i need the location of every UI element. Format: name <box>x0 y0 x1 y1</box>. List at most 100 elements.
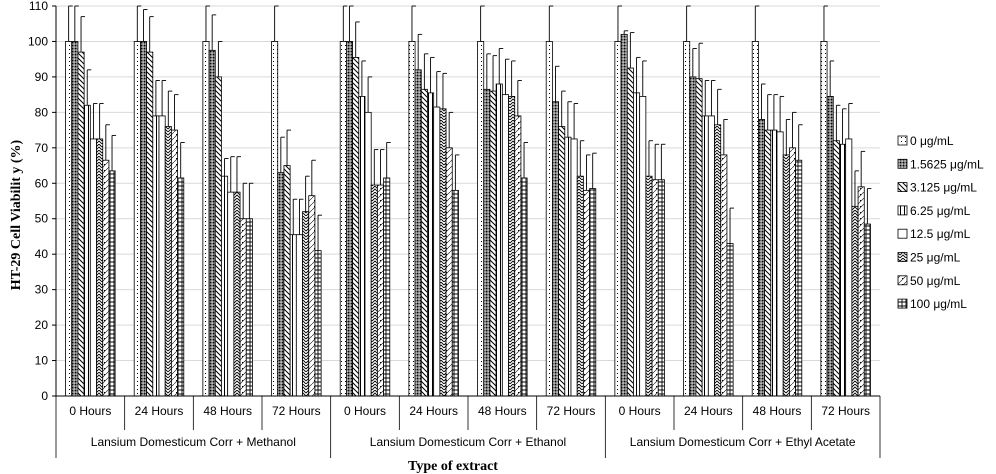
bar <box>483 88 491 397</box>
bar <box>520 177 528 397</box>
bar <box>839 143 847 397</box>
bar <box>83 104 91 397</box>
legend-label: 3.125 μg/mL <box>910 181 977 195</box>
group-label: Lansium Domesticum Corr + Ethyl Acetate <box>630 435 856 449</box>
x-tick-label: 24 Hours <box>409 404 458 418</box>
bar <box>308 195 316 397</box>
legend-swatch <box>897 135 908 146</box>
y-tick-label: 30 <box>35 283 49 297</box>
y-tick-label: 70 <box>35 141 49 155</box>
legend-label: 1.5625 μg/mL <box>910 157 984 171</box>
legend-swatch <box>897 182 908 193</box>
bar <box>508 96 516 397</box>
error-bars <box>68 5 872 251</box>
y-tick-label: 20 <box>35 318 49 332</box>
bar <box>146 51 154 397</box>
y-tick-label: 0 <box>41 389 48 403</box>
x-tick-label: 72 Hours <box>547 404 596 418</box>
bar <box>820 41 828 397</box>
bar <box>570 138 578 397</box>
bar <box>289 234 297 397</box>
x-axis-label: Type of extract <box>408 459 498 474</box>
bar <box>352 57 360 397</box>
bar <box>552 101 560 397</box>
bar <box>152 115 160 397</box>
bar <box>832 140 840 397</box>
x-tick-label: 72 Hours <box>821 404 870 418</box>
bar <box>164 126 172 397</box>
bar <box>208 49 216 397</box>
bar <box>657 179 665 397</box>
bar <box>645 175 653 397</box>
legend: 0 μg/mL 1.5625 μg/mL 3.125 μg/mL 6.25 μg/mL… <box>897 134 984 311</box>
bar <box>707 115 715 397</box>
bar <box>408 41 416 397</box>
tick-labels: 0 10 20 30 40 50 60 70 80 90 100 110 0 Hours 24 Hours… <box>28 0 870 449</box>
bar <box>133 41 141 397</box>
bar <box>620 33 628 397</box>
bar <box>283 165 291 397</box>
x-tick-label: 24 Hours <box>135 404 184 418</box>
bar <box>770 129 778 397</box>
x-tick-label: 0 Hours <box>344 404 386 418</box>
x-tick-label: 48 Hours <box>203 404 252 418</box>
y-tick-label: 10 <box>35 354 49 368</box>
bar <box>633 92 641 397</box>
y-tick-label: 40 <box>35 247 49 261</box>
legend-label: 6.25 μg/mL <box>910 204 971 218</box>
bar <box>358 96 366 397</box>
y-tick-label: 100 <box>28 34 48 48</box>
bar <box>414 69 422 397</box>
bar <box>445 147 453 397</box>
legend-swatch <box>897 158 908 169</box>
x-tick-label: 48 Hours <box>478 404 527 418</box>
axes <box>52 5 881 458</box>
bar <box>695 78 703 397</box>
legend-swatch <box>897 252 908 262</box>
bar <box>857 186 865 397</box>
bar <box>177 177 185 397</box>
bar <box>139 41 147 397</box>
y-tick-label: 110 <box>29 0 48 13</box>
bar <box>233 191 241 397</box>
bar <box>108 170 116 397</box>
legend-label: 0 μg/mL <box>910 134 954 148</box>
bar <box>845 138 853 397</box>
bar <box>77 51 85 397</box>
bar <box>776 131 784 397</box>
bar <box>71 41 79 397</box>
y-tick-label: 60 <box>35 176 49 190</box>
bar <box>651 179 659 397</box>
bar <box>170 129 178 397</box>
bar <box>495 83 503 397</box>
bar <box>314 250 322 397</box>
y-tick-label: 80 <box>35 105 49 119</box>
bar <box>383 177 391 397</box>
x-tick-label: 0 Hours <box>69 404 111 418</box>
bar <box>271 41 279 397</box>
bar <box>451 189 459 397</box>
bar <box>345 41 353 397</box>
bar <box>564 136 572 397</box>
bar <box>583 189 591 397</box>
bar <box>751 41 759 397</box>
bar <box>558 126 566 397</box>
bar <box>102 159 110 397</box>
bar <box>477 41 485 397</box>
bar <box>295 234 303 397</box>
legend-swatch <box>897 205 908 216</box>
x-tick-label: 72 Hours <box>272 404 321 418</box>
bar <box>433 106 441 397</box>
bar <box>758 119 766 397</box>
bar <box>851 205 859 397</box>
bar <box>589 188 597 397</box>
bar <box>863 223 871 397</box>
bar <box>89 138 97 397</box>
bar <box>789 147 797 397</box>
y-tick-label: 50 <box>35 212 49 226</box>
legend-label: 100 μg/mL <box>910 297 967 311</box>
bar <box>221 175 229 397</box>
bar <box>782 154 790 397</box>
bar <box>302 211 310 397</box>
